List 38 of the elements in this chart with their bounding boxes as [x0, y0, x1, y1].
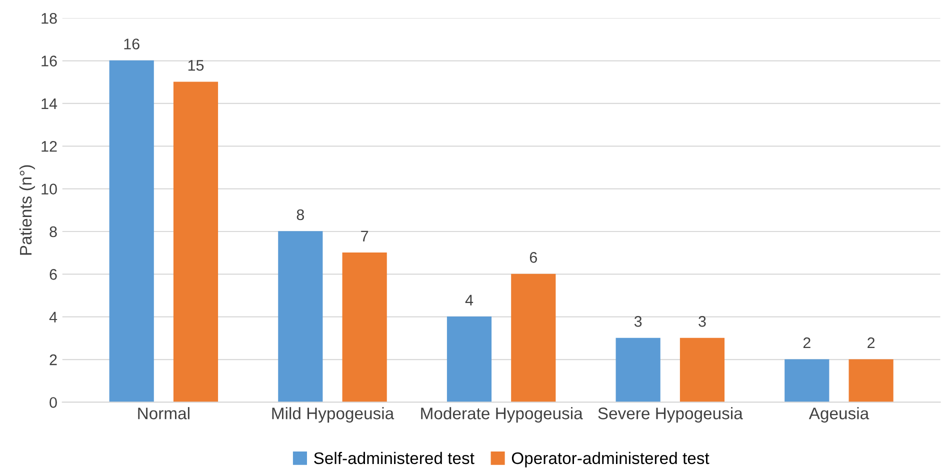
y-tick-label: 4 [49, 312, 58, 322]
y-tick-label: 18 [42, 12, 57, 24]
bar [278, 231, 323, 402]
data-label: 6 [530, 252, 537, 263]
y-tick-label: 10 [42, 184, 57, 194]
data-label: 2 [868, 337, 875, 348]
data-label: 4 [465, 294, 474, 306]
data-label: 7 [361, 230, 368, 242]
data-label: 3 [634, 316, 642, 327]
bar [848, 359, 894, 402]
y-tick-label: 0 [50, 397, 57, 408]
y-tick-label: 14 [42, 98, 58, 109]
y-tick-label: 8 [50, 226, 57, 238]
bar [680, 338, 725, 402]
y-tick-label: 16 [42, 56, 57, 66]
bar [173, 82, 218, 402]
data-label: 15 [188, 60, 204, 71]
y-tick-label: 12 [42, 141, 57, 152]
data-label: 3 [698, 316, 706, 327]
legend-label: Self-administered test [314, 452, 474, 464]
bar [511, 274, 556, 402]
bar [342, 252, 387, 402]
x-tick-label: Moderate Hypogeusia [421, 407, 583, 423]
x-tick-label: Normal [138, 407, 190, 420]
bar [616, 338, 660, 402]
legend-label: Operator-administered test [512, 452, 710, 468]
bar [446, 316, 492, 402]
bar [784, 359, 830, 402]
x-tick-label: Mild Hypogeusia [272, 407, 394, 423]
y-tick-label: 2 [50, 354, 57, 366]
data-label: 16 [124, 38, 140, 50]
data-label: 2 [803, 337, 810, 348]
y-tick-label: 6 [50, 269, 57, 280]
y-axis-title: Patients (n°) [19, 165, 35, 255]
x-tick-label: Ageusia [808, 407, 870, 423]
data-label: 8 [296, 209, 304, 220]
bar [109, 60, 154, 402]
x-tick-label: Severe Hypogeusia [598, 407, 743, 423]
